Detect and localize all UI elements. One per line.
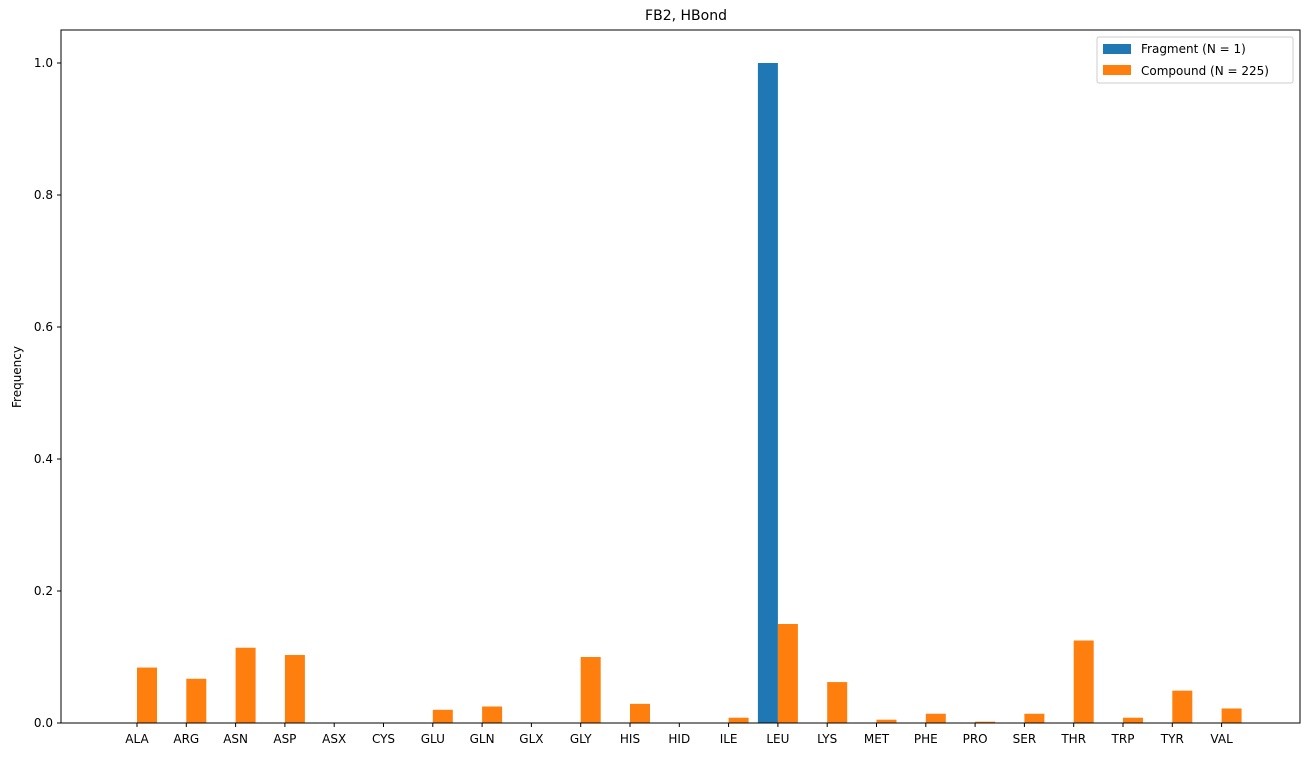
y-tick-label: 0.4: [34, 452, 53, 466]
x-tick-label-his: HIS: [620, 732, 640, 746]
y-tick-label: 0.0: [34, 716, 53, 730]
bar-compound-val: [1221, 708, 1242, 723]
bars-group: [137, 63, 1242, 723]
x-tick-label-cys: CYS: [372, 732, 395, 746]
bar-compound-his: [630, 703, 650, 723]
y-tick-label: 1.0: [34, 56, 53, 70]
legend-box: [1096, 36, 1294, 84]
bar-compound-ala: [137, 667, 157, 723]
bar-compound-gly: [580, 657, 601, 723]
bar-compound-arg: [186, 678, 207, 723]
bar-compound-met: [876, 719, 897, 723]
x-tick-label-asn: ASN: [223, 732, 248, 746]
x-tick-label-hid: HID: [668, 732, 690, 746]
x-ticks: ALA ARG ASN ASP ASX CYS GLU GLN GLX GLY HIS HID ILE L…: [125, 723, 1233, 746]
x-tick-label-tyr: TYR: [1160, 732, 1184, 746]
x-tick-label-lys: LYS: [817, 732, 837, 746]
bar-fragment-leu: [757, 63, 778, 723]
legend-swatch-compound: [1103, 65, 1131, 75]
legend-label-compound: Compound (N = 225): [1141, 64, 1269, 78]
legend: Fragment (N = 1) Compound (N = 225): [1096, 36, 1294, 84]
bar-compound-ser: [1024, 713, 1045, 723]
x-tick-label-asx: ASX: [322, 732, 346, 746]
x-tick-label-leu: LEU: [766, 732, 789, 746]
chart-title: FB2, HBond: [645, 8, 727, 24]
y-axis-label: Frequency: [10, 346, 24, 408]
bar-compound-leu: [777, 624, 798, 723]
x-tick-label-glu: GLU: [421, 732, 445, 746]
bar-compound-thr: [1073, 640, 1094, 723]
x-tick-label-trp: TRP: [1111, 732, 1135, 746]
x-tick-label-gly: GLY: [570, 732, 592, 746]
legend-label-fragment: Fragment (N = 1): [1141, 42, 1246, 56]
x-tick-label-arg: ARG: [173, 732, 199, 746]
x-tick-label-gln: GLN: [470, 732, 495, 746]
bar-compound-trp: [1123, 717, 1143, 723]
x-tick-label-ile: ILE: [720, 732, 738, 746]
x-tick-label-glx: GLX: [519, 732, 543, 746]
y-tick-label: 0.6: [34, 320, 53, 334]
y-ticks: 0.0 0.2 0.4 0.6 0.8 1.0: [34, 56, 61, 730]
x-tick-label-ser: SER: [1013, 732, 1037, 746]
bar-compound-gln: [482, 706, 503, 723]
x-tick-label-met: MET: [864, 732, 890, 746]
bar-compound-glu: [432, 709, 453, 723]
x-tick-label-pro: PRO: [963, 732, 988, 746]
x-tick-label-asp: ASP: [273, 732, 296, 746]
bar-compound-lys: [827, 682, 848, 723]
legend-swatch-fragment: [1103, 44, 1131, 54]
x-tick-label-ala: ALA: [125, 732, 149, 746]
x-tick-label-val: VAL: [1210, 732, 1233, 746]
bar-compound-asp: [284, 655, 305, 723]
y-tick-label: 0.2: [34, 584, 53, 598]
bar-compound-tyr: [1172, 690, 1193, 723]
y-tick-label: 0.8: [34, 188, 53, 202]
bar-compound-ile: [728, 717, 749, 723]
plot-frame: [60, 29, 1301, 724]
x-tick-label-phe: PHE: [914, 732, 938, 746]
bar-compound-asn: [235, 647, 256, 723]
x-tick-label-thr: THR: [1060, 732, 1086, 746]
bar-compound-phe: [925, 713, 946, 723]
bar-compound-pro: [975, 721, 996, 723]
